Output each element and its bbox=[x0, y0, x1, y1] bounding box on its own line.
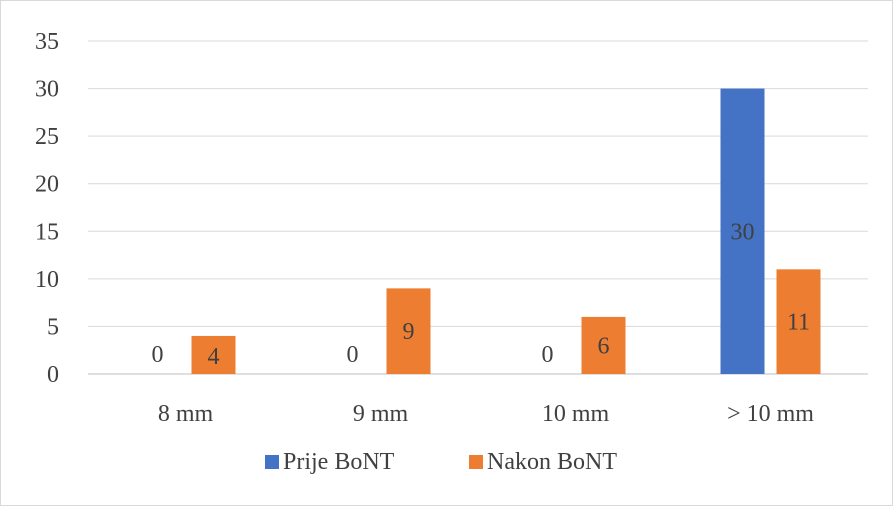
data-label: 0 bbox=[152, 342, 164, 368]
y-axis: 0 5 10 15 20 25 30 35 bbox=[35, 29, 59, 388]
data-label: 30 bbox=[731, 219, 755, 245]
bar-nakon-0 bbox=[191, 335, 236, 374]
y-tick-label: 10 bbox=[35, 267, 59, 293]
data-label: 0 bbox=[347, 342, 359, 368]
data-labels-layer: 0 4 0 9 0 6 30 11 bbox=[152, 219, 811, 370]
y-tick-label: 30 bbox=[35, 77, 59, 103]
y-tick-label: 15 bbox=[35, 219, 59, 245]
legend-label-nakon: Nakon BoNT bbox=[487, 449, 617, 475]
x-tick-label: > 10 mm bbox=[727, 401, 814, 427]
y-tick-label: 35 bbox=[35, 29, 59, 55]
data-label: 11 bbox=[787, 310, 810, 336]
bar-nakon-1 bbox=[386, 288, 431, 374]
data-label: 6 bbox=[598, 333, 610, 359]
y-tick-label: 5 bbox=[47, 314, 59, 340]
bar-nakon-2 bbox=[581, 316, 626, 374]
bar-prije-3 bbox=[720, 88, 765, 375]
legend-label-prije: Prije BoNT bbox=[283, 449, 395, 475]
x-tick-label: 9 mm bbox=[353, 401, 409, 427]
data-label: 0 bbox=[542, 342, 554, 368]
data-label: 9 bbox=[403, 319, 415, 345]
x-tick-label: 8 mm bbox=[158, 401, 214, 427]
legend-swatch-prije bbox=[265, 455, 279, 469]
x-tick-label: 10 mm bbox=[542, 401, 610, 427]
y-tick-label: 25 bbox=[35, 124, 59, 150]
legend: Prije BoNT Nakon BoNT bbox=[265, 449, 617, 475]
grid-layer bbox=[88, 40, 868, 375]
x-axis: 8 mm 9 mm 10 mm > 10 mm bbox=[158, 401, 814, 427]
y-tick-label: 20 bbox=[35, 172, 59, 198]
y-tick-label: 0 bbox=[47, 362, 59, 388]
data-label: 4 bbox=[208, 344, 220, 370]
legend-swatch-nakon bbox=[469, 455, 483, 469]
bars-layer bbox=[191, 88, 821, 375]
bar-nakon-3 bbox=[776, 269, 821, 374]
